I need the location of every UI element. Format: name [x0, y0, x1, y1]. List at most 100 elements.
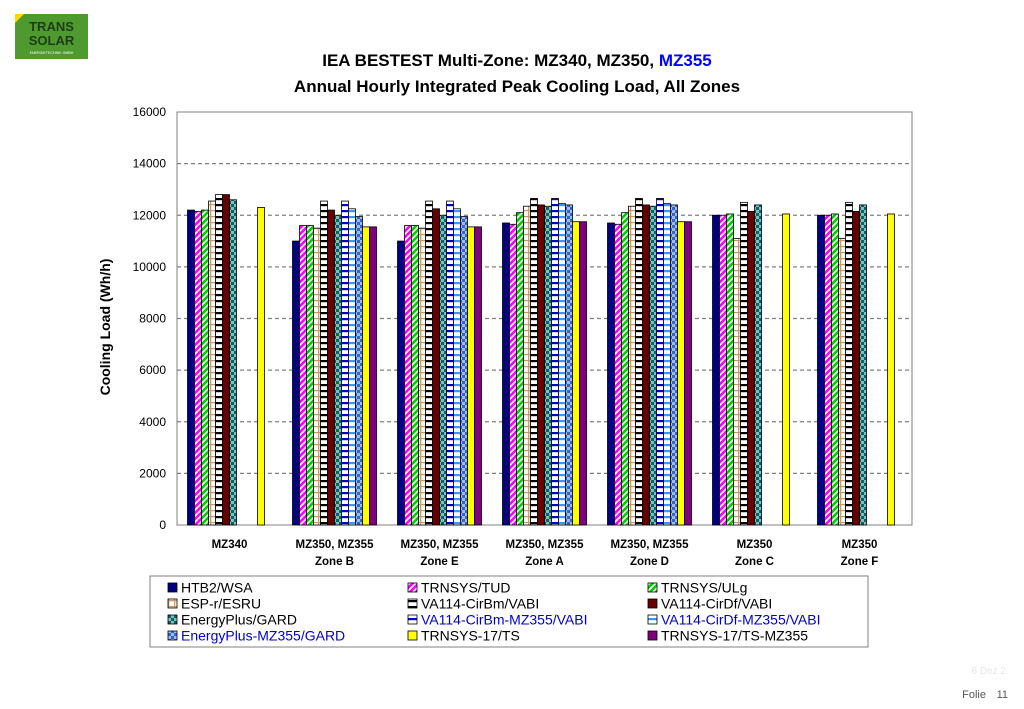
legend-label: VA114-CirBm/VABI	[421, 596, 539, 612]
y-tick-label: 10000	[133, 260, 167, 274]
legend-swatch	[167, 582, 178, 593]
bar	[439, 214, 447, 526]
bar	[306, 225, 314, 526]
x-tick-label: Zone A	[525, 556, 564, 568]
legend-swatch	[647, 582, 658, 593]
bar	[355, 216, 363, 526]
legend-label: VA114-CirDf/VABI	[661, 596, 772, 612]
legend-label: EnergyPlus-MZ355/GARD	[181, 628, 345, 644]
bar	[313, 227, 321, 526]
bar	[299, 225, 307, 526]
bar	[852, 210, 860, 526]
x-tick-label: Zone C	[735, 556, 774, 568]
bar	[817, 214, 825, 526]
chart-title-prefix: IEA BESTEST Multi-Zone: MZ340, MZ350,	[322, 51, 659, 70]
bar	[670, 204, 678, 526]
chart-title-line2: Annual Hourly Integrated Peak Cooling Lo…	[294, 77, 740, 96]
bar	[362, 226, 370, 526]
bar	[628, 205, 636, 526]
y-tick-label: 12000	[133, 208, 167, 222]
bar	[579, 221, 587, 526]
chart-title-line1: IEA BESTEST Multi-Zone: MZ340, MZ350, MZ…	[322, 51, 712, 70]
legend-swatch	[647, 614, 658, 625]
bars	[187, 194, 895, 526]
bar	[201, 209, 209, 526]
bar	[537, 204, 545, 526]
bar	[348, 208, 356, 526]
bar	[558, 203, 566, 526]
slide-footer-label: Folie	[962, 689, 986, 701]
bar	[369, 226, 377, 526]
y-tick-label: 0	[159, 518, 166, 532]
chart-title-highlight: MZ355	[659, 51, 712, 70]
faded-date-text: 6 Dez 2	[971, 666, 1006, 677]
bar	[257, 207, 265, 526]
bar	[187, 209, 195, 526]
legend-swatch	[647, 598, 658, 609]
bar	[215, 194, 223, 526]
bar	[656, 198, 664, 526]
legend: HTB2/WSA TRNSYS/TUD TRNSYS/ULg ESP-r/ESRU VA…	[149, 575, 869, 648]
bar	[572, 221, 580, 526]
bar	[208, 200, 216, 526]
bar	[467, 226, 475, 526]
bar	[194, 210, 202, 526]
y-tick-label: 2000	[139, 466, 166, 480]
x-tick-label: MZ350, MZ355	[401, 539, 480, 551]
bar	[544, 205, 552, 526]
legend-swatch	[407, 614, 418, 625]
bar	[341, 200, 349, 526]
y-tick-labels: 0 2000 4000 6000 8000 10000 12000 14000 16000	[133, 105, 167, 532]
bar	[222, 194, 230, 526]
bar	[551, 198, 559, 526]
y-tick-label: 14000	[133, 157, 167, 171]
y-tick-label: 6000	[139, 363, 166, 377]
x-tick-label: Zone F	[841, 556, 879, 568]
legend-swatch	[407, 598, 418, 609]
x-tick-label: MZ350	[737, 539, 773, 551]
bar	[502, 222, 510, 526]
legend-label: VA114-CirDf-MZ355/VABI	[661, 612, 821, 628]
bar	[614, 223, 622, 526]
bar	[845, 201, 853, 526]
x-tick-label: MZ350, MZ355	[611, 539, 690, 551]
bar	[432, 208, 440, 526]
bar	[635, 198, 643, 526]
bar	[754, 204, 762, 526]
bar	[565, 204, 573, 526]
bar	[474, 226, 482, 526]
bar	[523, 205, 531, 526]
legend-label: TRNSYS/TUD	[421, 580, 510, 596]
x-tick-label: MZ340	[212, 539, 248, 551]
bar	[887, 213, 895, 526]
x-tick-label: MZ350	[842, 539, 878, 551]
bar	[453, 208, 461, 526]
bar	[649, 205, 657, 526]
bar	[621, 212, 629, 526]
x-tick-label: MZ350, MZ355	[506, 539, 585, 551]
bar	[334, 214, 342, 526]
bar	[327, 209, 335, 526]
legend-label: VA114-CirBm-MZ355/VABI	[421, 612, 588, 628]
logo-line1: TRANS	[29, 19, 74, 34]
bar	[824, 214, 832, 526]
legend-label: TRNSYS/ULg	[661, 580, 747, 596]
bar	[530, 198, 538, 526]
bar	[677, 221, 685, 526]
x-tick-label: Zone E	[420, 556, 459, 568]
slide-number: 11	[996, 689, 1008, 701]
bar	[712, 214, 720, 526]
bar	[292, 240, 300, 526]
bar	[747, 210, 755, 526]
legend-swatch	[647, 630, 658, 641]
bar	[446, 200, 454, 526]
bar	[684, 221, 692, 526]
y-axis-label: Cooling Load (Wh/h)	[97, 259, 113, 396]
legend-swatch	[407, 582, 418, 593]
bar	[509, 223, 517, 526]
legend-label: TRNSYS-17/TS	[421, 628, 520, 644]
bar	[460, 216, 468, 526]
bar	[831, 213, 839, 526]
y-tick-label: 4000	[139, 415, 166, 429]
bar	[320, 200, 328, 526]
